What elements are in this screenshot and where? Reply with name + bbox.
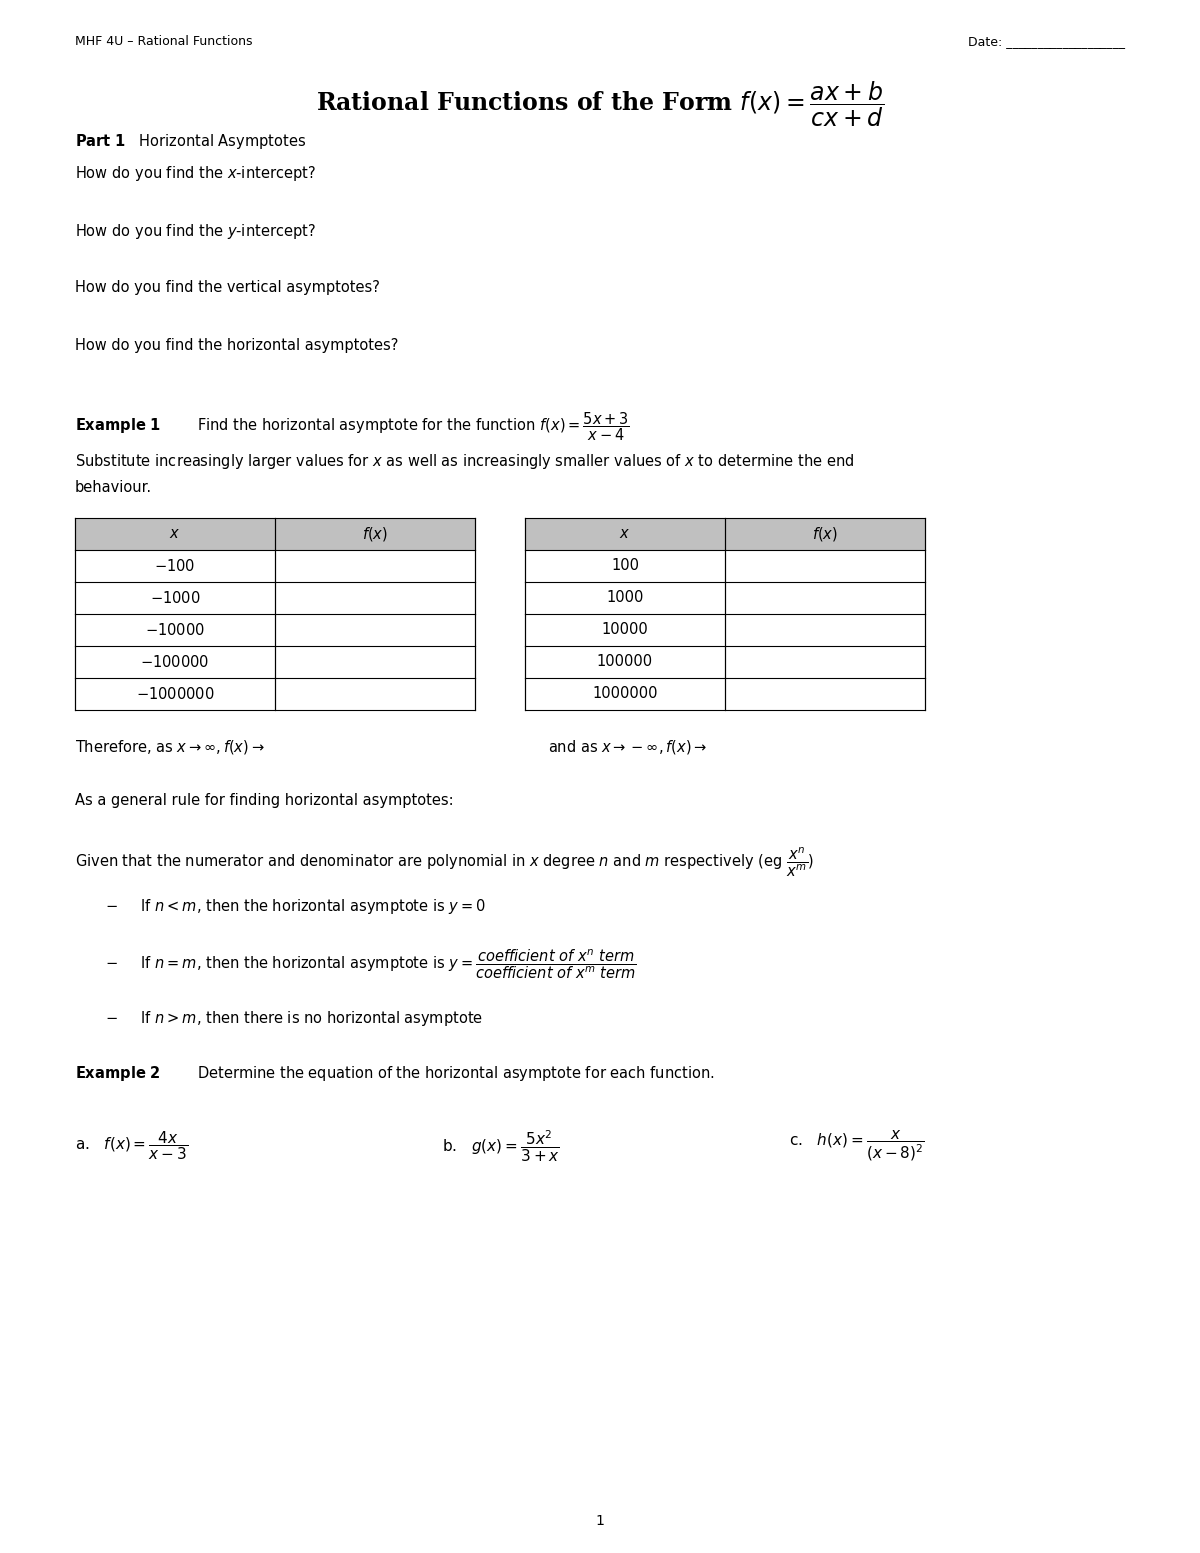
Text: c.   $h(x) = \dfrac{x}{(x-8)^2}$: c. $h(x) = \dfrac{x}{(x-8)^2}$	[790, 1129, 925, 1163]
Text: 1000000: 1000000	[593, 686, 658, 702]
Text: 10000: 10000	[601, 623, 648, 637]
Text: $-1000000$: $-1000000$	[136, 686, 215, 702]
Text: How do you find the $x$-intercept?: How do you find the $x$-intercept?	[74, 165, 316, 183]
Text: $-$     If $n = m$, then the horizontal asymptote is $y = \dfrac{\mathit{coeffic: $-$ If $n = m$, then the horizontal asym…	[106, 947, 637, 981]
Text: How do you find the $y$-intercept?: How do you find the $y$-intercept?	[74, 222, 316, 241]
Text: $-100000$: $-100000$	[140, 654, 210, 669]
Bar	[74, 519, 475, 550]
Text: How do you find the horizontal asymptotes?: How do you find the horizontal asymptote…	[74, 339, 398, 353]
Text: As a general rule for finding horizontal asymptotes:: As a general rule for finding horizontal…	[74, 794, 454, 808]
Bar	[526, 519, 925, 550]
Text: $x$: $x$	[169, 526, 180, 542]
Text: 1000: 1000	[606, 590, 643, 606]
Text: $\mathbf{Example\ 1}$        Find the horizontal asymptote for the function $f(x: $\mathbf{Example\ 1}$ Find the horizonta…	[74, 410, 630, 443]
Text: Therefore, as $x \to \infty, f(x) \to$: Therefore, as $x \to \infty, f(x) \to$	[74, 738, 265, 756]
Text: $-$     If $n < m$, then the horizontal asymptote is $y = 0$: $-$ If $n < m$, then the horizontal asym…	[106, 898, 486, 916]
Text: and as $x \to -\infty, f(x) \to$: and as $x \to -\infty, f(x) \to$	[547, 738, 707, 756]
Text: Substitute increasingly larger values for $x$ as well as increasingly smaller va: Substitute increasingly larger values fo…	[74, 452, 854, 471]
Text: 1: 1	[595, 1514, 605, 1528]
Text: $-10000$: $-10000$	[145, 623, 205, 638]
Text: $f(x)$: $f(x)$	[812, 525, 838, 544]
Text: 100000: 100000	[596, 654, 653, 669]
Text: $-1000$: $-1000$	[150, 590, 200, 606]
Text: behaviour.: behaviour.	[74, 480, 152, 495]
Text: Rational Functions of the Form $f(x) = \dfrac{ax+b}{cx+d}$: Rational Functions of the Form $f(x) = \…	[316, 81, 884, 129]
Text: $\mathbf{Part\ 1}$   Horizontal Asymptotes: $\mathbf{Part\ 1}$ Horizontal Asymptotes	[74, 132, 306, 151]
Text: $\mathbf{Example\ 2}$        Determine the equation of the horizontal asymptote : $\mathbf{Example\ 2}$ Determine the equa…	[74, 1064, 714, 1082]
Text: $-$     If $n > m$, then there is no horizontal asymptote: $-$ If $n > m$, then there is no horizon…	[106, 1009, 484, 1028]
Text: $-100$: $-100$	[155, 558, 196, 575]
Text: MHF 4U – Rational Functions: MHF 4U – Rational Functions	[74, 36, 252, 48]
Text: a.   $f(x) = \dfrac{4x}{x-3}$: a. $f(x) = \dfrac{4x}{x-3}$	[74, 1129, 188, 1162]
Text: b.   $g(x) = \dfrac{5x^2}{3+x}$: b. $g(x) = \dfrac{5x^2}{3+x}$	[443, 1129, 560, 1165]
Text: Given that the numerator and denominator are polynomial in $x$ degree $n$ and $m: Given that the numerator and denominator…	[74, 845, 815, 879]
Text: How do you find the vertical asymptotes?: How do you find the vertical asymptotes?	[74, 280, 380, 295]
Text: Date: ___________________: Date: ___________________	[968, 36, 1126, 48]
Text: $x$: $x$	[619, 526, 630, 542]
Text: 100: 100	[611, 559, 640, 573]
Text: $f(x)$: $f(x)$	[362, 525, 388, 544]
